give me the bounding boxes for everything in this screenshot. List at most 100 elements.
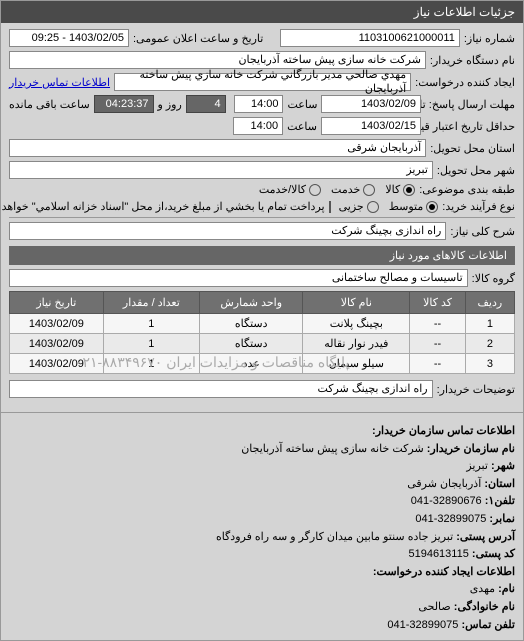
- col-unit: واحد شمارش: [200, 292, 303, 314]
- col-date: تاریخ نیاز: [10, 292, 104, 314]
- table-header-row: ردیف کد کالا نام کالا واحد شمارش تعداد /…: [10, 292, 515, 314]
- city-label: شهر محل تحویل:: [437, 164, 515, 177]
- group-label: گروه کالا:: [472, 272, 515, 285]
- footer-city-label: شهر:: [491, 460, 515, 472]
- requester-field: مهدي صالحي مدير بازرگاني شرکت خانه سازي …: [114, 73, 411, 91]
- radio-label: کالا/خدمت: [259, 183, 306, 196]
- process-radio-motavaset[interactable]: متوسط: [389, 200, 439, 213]
- table-row: 2 -- فيدر نوار نقاله دستگاه 1 1403/02/09: [10, 334, 515, 354]
- niaz-no-label: شماره نیاز:: [464, 32, 515, 45]
- radio-label: جزیی: [339, 200, 364, 213]
- topic-radio-group: کالا خدمت کالا/خدمت: [259, 183, 415, 196]
- cell-qty: 1: [103, 314, 199, 334]
- panel-title: جزئیات اطلاعات نیاز: [414, 5, 515, 19]
- buyer-device-label: نام دستگاه خریدار:: [430, 54, 515, 67]
- requester-label: ایجاد کننده درخواست:: [415, 76, 515, 89]
- cell-name: فيدر نوار نقاله: [303, 334, 410, 354]
- needs-detail-panel: جزئیات اطلاعات نیاز شماره نیاز: 11031006…: [0, 0, 524, 641]
- topic-radio-kala[interactable]: کالا: [385, 183, 415, 196]
- deadline-date-field: 1403/02/09: [321, 95, 421, 113]
- saat-label-1: ساعت: [287, 98, 317, 111]
- topic-radio-kala-khadmat[interactable]: کالا/خدمت: [259, 183, 321, 196]
- group-field: تاسیسات و مصالح ساختمانی: [9, 269, 468, 287]
- cell-code: --: [410, 334, 465, 354]
- cell-n: 2: [465, 334, 514, 354]
- radio-label: متوسط: [389, 200, 424, 213]
- tel-label: تلفن تماس:: [461, 619, 515, 631]
- city-field: تبریز: [9, 161, 433, 179]
- remaining-label: ساعت باقی مانده: [9, 98, 90, 111]
- cell-code: --: [410, 354, 465, 374]
- col-code: کد کالا: [410, 292, 465, 314]
- radio-label: کالا: [385, 183, 400, 196]
- topic-radio-khadmat[interactable]: خدمت: [331, 183, 375, 196]
- panel-header: جزئیات اطلاعات نیاز: [1, 1, 523, 23]
- province-label: استان محل تحویل:: [430, 142, 515, 155]
- radio-label: خدمت: [331, 183, 360, 196]
- cell-n: 3: [465, 354, 514, 374]
- tel1-value: 32890676-041: [411, 495, 482, 507]
- validity-date-field: 1403/02/15: [321, 117, 421, 135]
- process-radio-jozei[interactable]: جزیی: [339, 200, 379, 213]
- table-row: 3 -- سيلو سيمان پایگاه مناقصات و مزایدات…: [10, 354, 515, 374]
- col-name: نام کالا: [303, 292, 410, 314]
- process-type-label: نوع فرآیند خرید:: [442, 200, 515, 213]
- name-label: نام:: [498, 583, 515, 595]
- buyer-notes-field: راه اندازی بچینگ شرکت: [9, 380, 433, 398]
- watermark-text: پایگاه مناقصات و مزایدات ایران ۸۸۳۴۹۶۷۰-…: [75, 354, 349, 371]
- org-value: شرکت خانه سازی پیش ساخته آذربایجان: [241, 443, 423, 455]
- radio-icon: [363, 184, 375, 196]
- buyer-notes-label: توضیحات خریدار:: [437, 383, 515, 396]
- name-value: مهدی: [470, 583, 495, 595]
- deadline-time-field: 14:00: [234, 95, 284, 113]
- items-section-title: اطلاعات کالاهای مورد نیاز: [9, 246, 515, 265]
- cell-name: سيلو سيمان پایگاه مناقصات و مزایدات ایرا…: [303, 354, 410, 374]
- contact-heading: اطلاعات تماس سازمان خریدار:: [372, 425, 515, 437]
- footer-city-value: تبریز: [466, 460, 488, 472]
- time-remaining-field: 04:23:37: [94, 95, 154, 113]
- radio-icon: [309, 184, 321, 196]
- items-table: ردیف کد کالا نام کالا واحد شمارش تعداد /…: [9, 291, 515, 374]
- col-qty: تعداد / مقدار: [103, 292, 199, 314]
- postal-value: 5194613115: [408, 548, 468, 560]
- tel-value: 32899075-041: [387, 619, 458, 631]
- footer-info: اطلاعات تماس سازمان خریدار: نام سازمان خ…: [1, 417, 523, 640]
- days-remaining-field: 4: [186, 95, 226, 113]
- org-label: نام سازمان خریدار:: [427, 443, 515, 455]
- deadline-label: مهلت ارسال پاسخ: تا تاریخ:: [425, 98, 515, 111]
- footer-province-value: آذربایجان شرقی: [407, 478, 481, 490]
- cell-date: 1403/02/09: [10, 314, 104, 334]
- tel1-label: تلفن۱:: [485, 495, 515, 507]
- radio-icon: [426, 201, 438, 213]
- niaz-no-field: 1103100621000011: [280, 29, 460, 47]
- fax-value: 32899075-041: [415, 513, 486, 525]
- public-datetime-label: تاریخ و ساعت اعلان عمومی:: [133, 32, 263, 45]
- radio-icon: [403, 184, 415, 196]
- col-row: ردیف: [465, 292, 514, 314]
- footer-province-label: استان:: [484, 478, 515, 490]
- main-content: شماره نیاز: 1103100621000011 تاریخ و ساع…: [1, 23, 523, 408]
- cell-date: 1403/02/09: [10, 334, 104, 354]
- family-label: نام خانوادگی:: [454, 601, 515, 613]
- table-row: 1 -- بچینگ پلانت دستگاه 1 1403/02/09: [10, 314, 515, 334]
- postal-label: کد پستی:: [472, 548, 515, 560]
- cell-name: بچینگ پلانت: [303, 314, 410, 334]
- cell-n: 1: [465, 314, 514, 334]
- public-datetime-field: 1403/02/05 - 09:25: [9, 29, 129, 47]
- separator: [1, 412, 523, 413]
- address-label: آدرس پستی:: [456, 531, 515, 543]
- family-value: صالحی: [418, 601, 450, 613]
- buyer-contact-link[interactable]: اطلاعات تماس خریدار: [9, 76, 110, 89]
- buyer-device-field: شرکت خانه سازی پیش ساخته آذربایجان: [9, 51, 426, 69]
- validity-time-field: 14:00: [233, 117, 283, 135]
- cell-code: --: [410, 314, 465, 334]
- validity-label: حداقل تاریخ اعتبار قیمت: تا تاریخ:: [425, 120, 515, 133]
- cell-qty: 1: [103, 334, 199, 354]
- cell-unit: دستگاه: [200, 334, 303, 354]
- need-desc-field: راه اندازی بچینگ شرکت: [9, 222, 446, 240]
- payment-checkbox[interactable]: [329, 201, 331, 213]
- separator: [9, 217, 515, 218]
- saat-label-2: ساعت: [287, 120, 317, 133]
- cell-unit: دستگاه: [200, 314, 303, 334]
- process-radio-group: متوسط جزیی: [339, 200, 439, 213]
